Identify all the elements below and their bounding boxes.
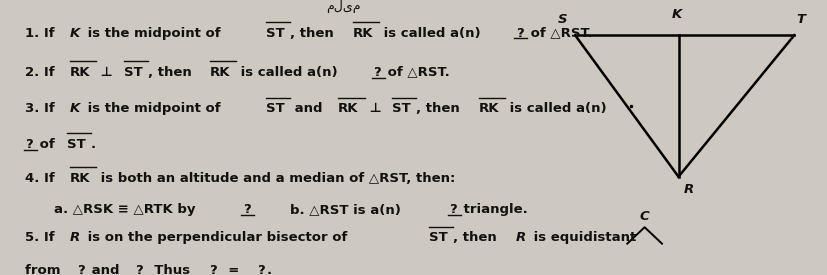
Text: .: . [266,264,272,275]
Text: R: R [69,231,79,244]
Text: T: T [795,13,804,26]
Text: is the midpoint of: is the midpoint of [83,26,225,40]
Text: , then: , then [453,231,501,244]
Text: a. △RSK ≡ △RTK by: a. △RSK ≡ △RTK by [55,203,200,216]
Text: K: K [69,26,79,40]
Text: ST: ST [123,66,142,79]
Text: is called a(n): is called a(n) [379,26,485,40]
Text: ?: ? [448,203,457,216]
Text: ST: ST [266,102,284,115]
Text: , then: , then [289,26,338,40]
Text: , then: , then [147,66,196,79]
Text: is called a(n): is called a(n) [237,66,342,79]
Text: ST: ST [265,26,284,40]
Text: ?: ? [373,66,380,79]
Text: RK: RK [352,26,373,40]
Text: is both an altitude and a median of △RST, then:: is both an altitude and a median of △RST… [96,172,455,185]
Text: ST: ST [392,102,410,115]
Text: RK: RK [210,66,230,79]
Text: , then: , then [416,102,464,115]
Text: is the midpoint of: is the midpoint of [83,102,225,115]
Text: and: and [290,102,327,115]
Text: ⊥: ⊥ [96,66,117,79]
Text: RK: RK [69,66,90,79]
Text: and: and [87,264,124,275]
Text: of: of [36,138,60,151]
Text: ?: ? [208,264,217,275]
Text: Thus: Thus [145,264,194,275]
Text: ⊥: ⊥ [364,102,385,115]
Text: 4. If: 4. If [26,172,60,185]
Text: ملىم: ملىم [326,0,361,13]
Text: =: = [219,264,248,275]
Text: K: K [69,102,80,115]
Text: .: . [91,138,96,151]
Text: ?: ? [77,264,85,275]
Text: of △RST.: of △RST. [383,66,450,79]
Text: ST: ST [67,138,85,151]
Text: S: S [557,13,566,26]
Text: R: R [682,183,693,196]
Text: of △RST.: of △RST. [525,26,592,40]
Text: ?: ? [256,264,265,275]
Text: C: C [639,210,648,224]
Text: is equidistant: is equidistant [528,231,635,244]
Text: triangle.: triangle. [458,203,527,216]
Text: ST: ST [429,231,447,244]
Text: 1. If: 1. If [26,26,60,40]
Text: is called a(n): is called a(n) [504,102,606,115]
Text: RK: RK [337,102,358,115]
Text: from: from [26,264,65,275]
Text: 5. If: 5. If [26,231,60,244]
Text: ?: ? [135,264,142,275]
Text: ?: ? [26,138,33,151]
Text: ?: ? [515,26,523,40]
Text: b. △RST is a(n): b. △RST is a(n) [252,203,404,216]
Text: RK: RK [478,102,499,115]
Text: 2. If: 2. If [26,66,60,79]
Text: ?: ? [242,203,250,216]
Text: RK: RK [69,172,90,185]
Text: R: R [515,231,525,244]
Text: 3. If: 3. If [26,102,60,115]
Text: K: K [671,8,681,21]
Text: is on the perpendicular bisector of: is on the perpendicular bisector of [83,231,351,244]
